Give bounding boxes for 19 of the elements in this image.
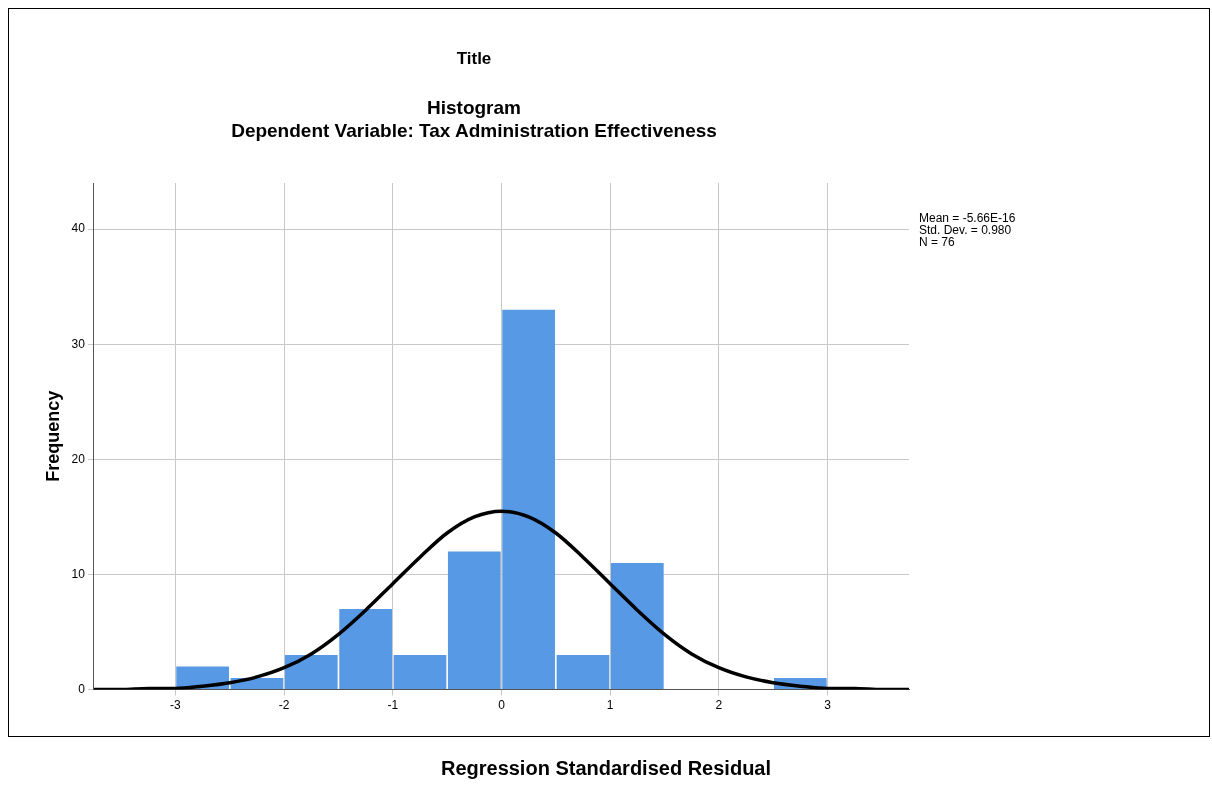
y-tick-label: 10	[71, 566, 86, 581]
y-tick-label: 0	[78, 681, 86, 696]
x-axis-title: Regression Standardised Residual	[439, 757, 773, 780]
x-tick-label: 2	[715, 698, 723, 713]
y-tick-label: 20	[71, 451, 86, 466]
text: Std. Dev. = 0.980	[919, 223, 1012, 238]
y-axis-title: Frequency	[42, 390, 63, 482]
text: Mean = -5.66E-16	[919, 211, 1016, 226]
x-tick-label: 0	[498, 698, 506, 713]
text: N = 76	[919, 235, 956, 250]
x-tick-label: -3	[170, 698, 182, 713]
y-tick-label: 30	[71, 336, 86, 351]
x-tick-label: 3	[824, 698, 832, 713]
y-tick-label: 40	[71, 221, 86, 236]
chart-title: Title	[456, 48, 492, 68]
x-tick-label: -1	[387, 698, 399, 713]
chart-subtitle: Histogram Dependent Variable: Tax Administration Effectiveness	[231, 97, 717, 141]
x-tick-label: -2	[278, 698, 290, 713]
x-tick-label: 1	[606, 698, 614, 713]
